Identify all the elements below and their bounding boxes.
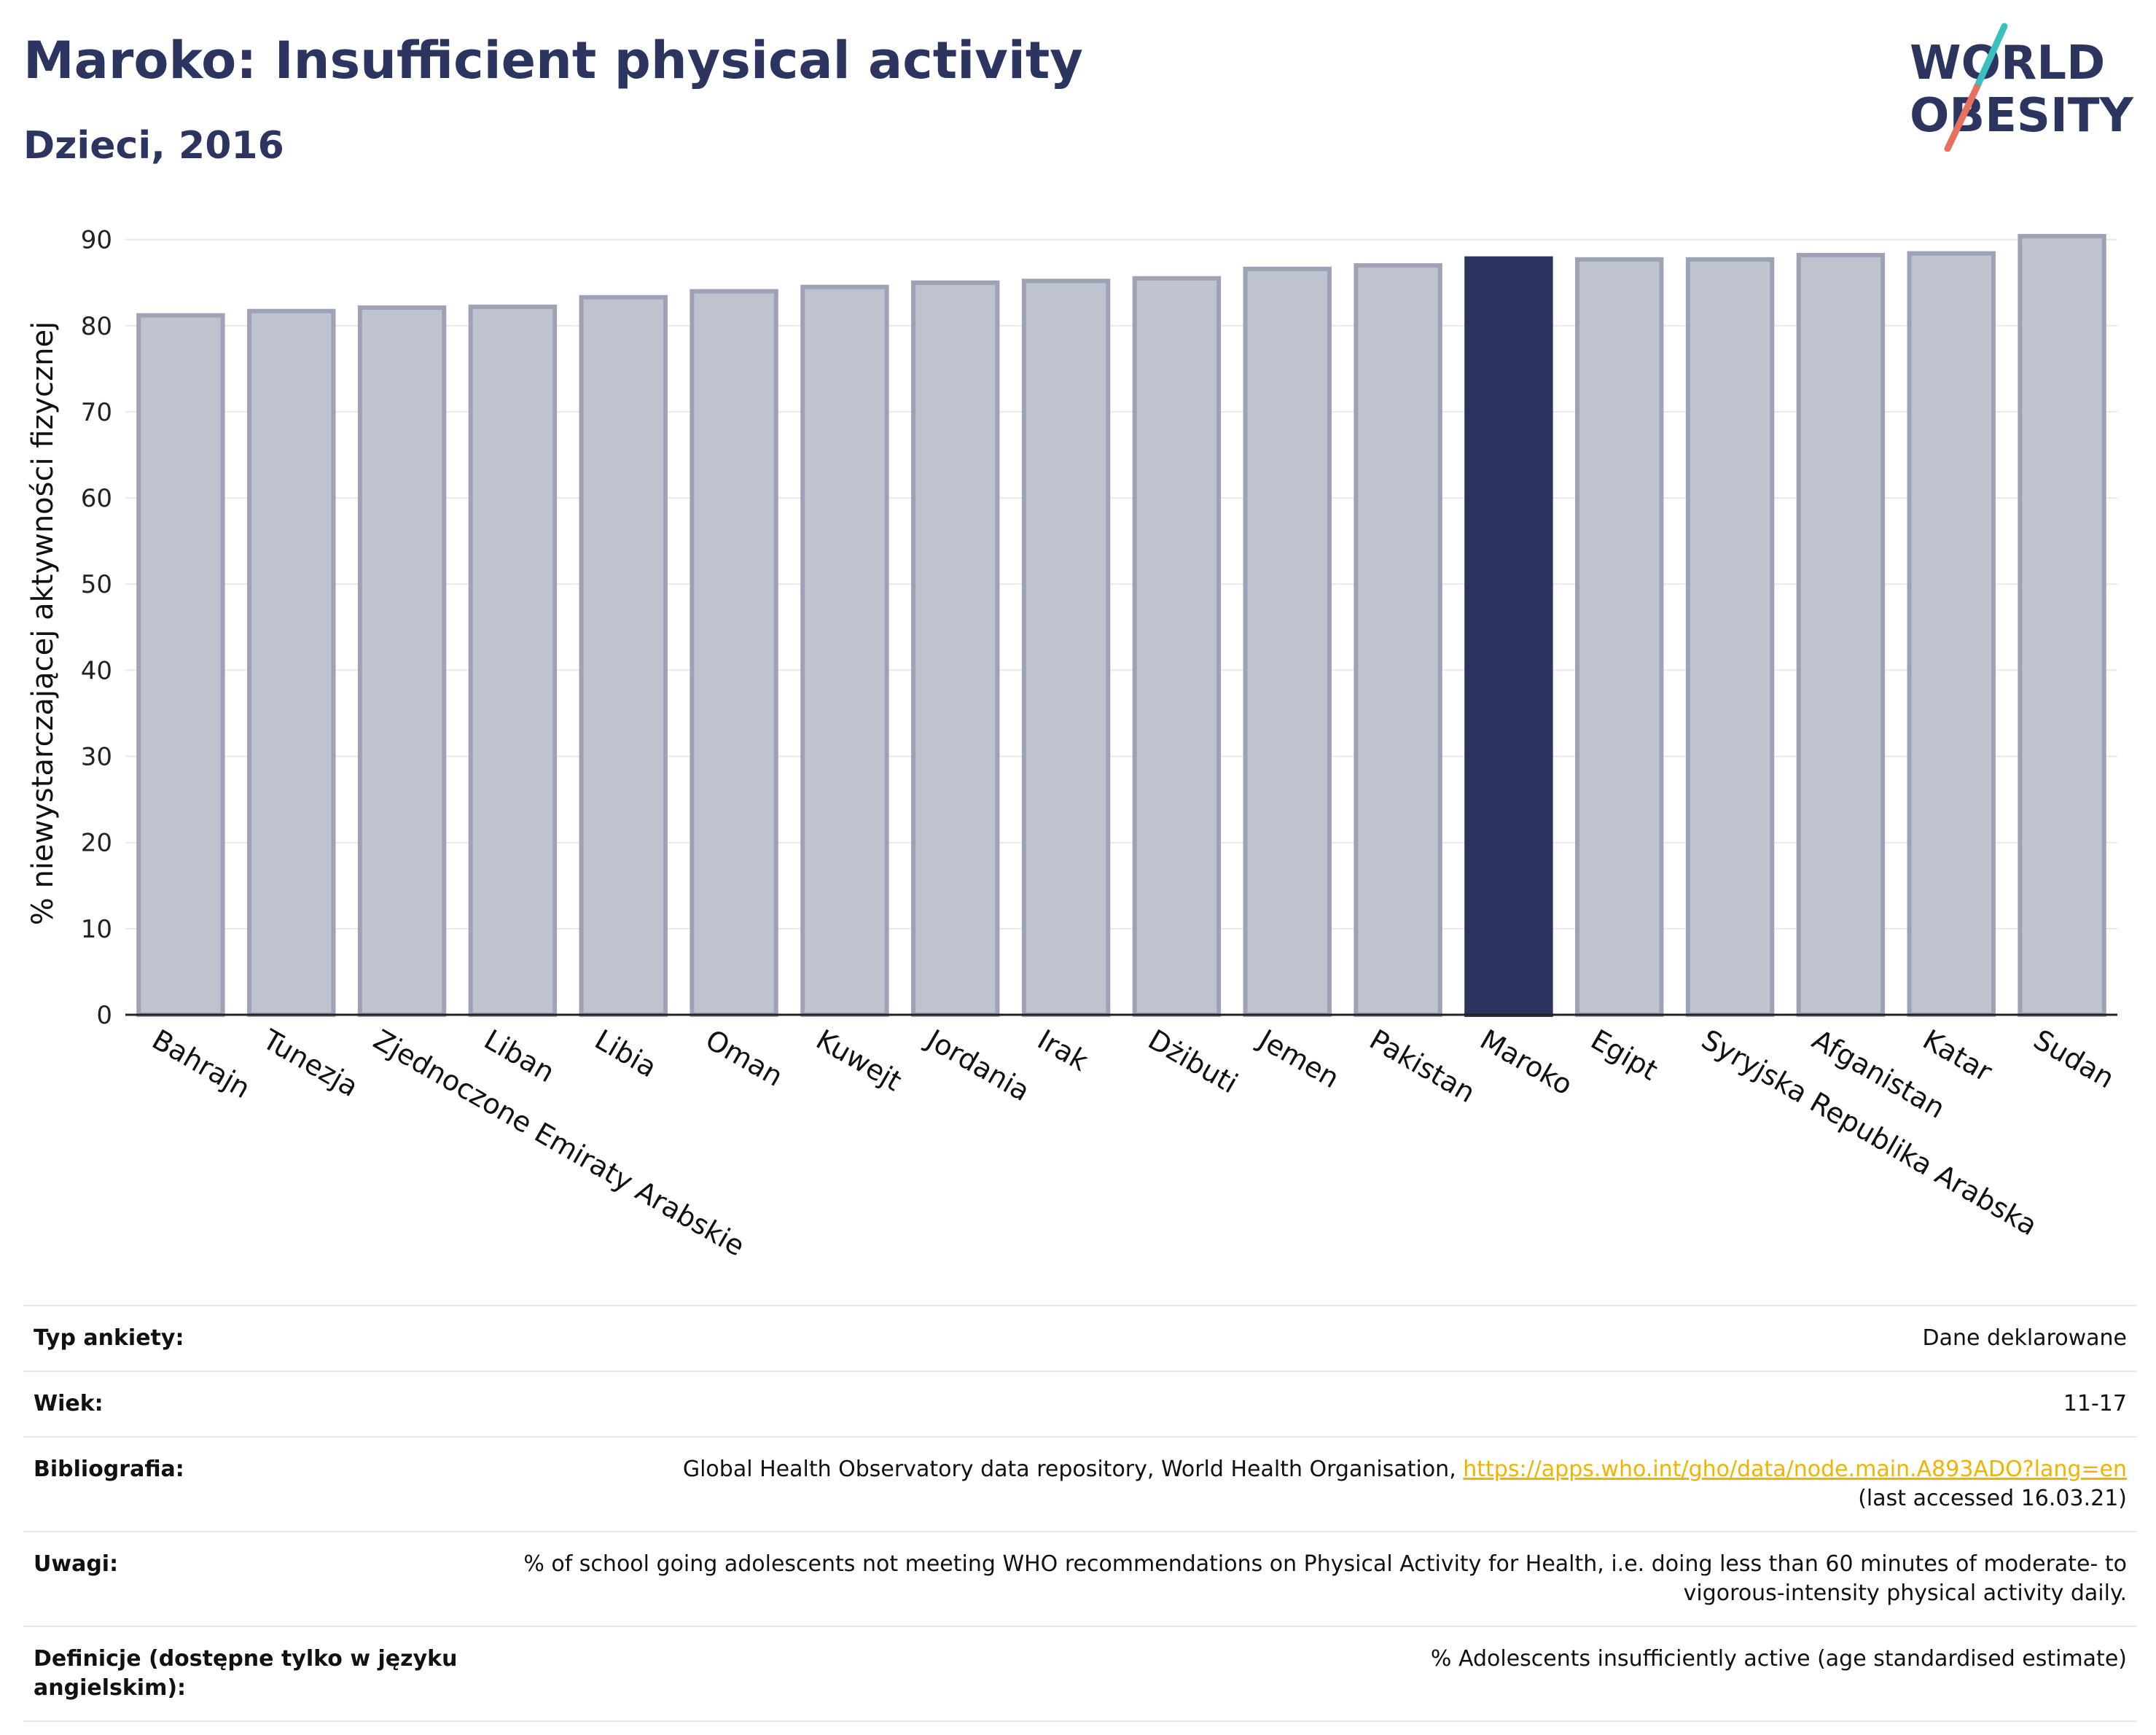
bar: [1021, 278, 1111, 1017]
info-label: Definicje (dostępne tylko w języku angie…: [23, 1626, 510, 1722]
x-tick-label: Liban: [479, 1024, 560, 1089]
bar: [800, 284, 889, 1017]
bar: [1354, 263, 1442, 1017]
bar: [1796, 252, 1886, 1017]
x-tick-label: Jemen: [1252, 1023, 1345, 1095]
x-tick-label: Sudan: [2028, 1024, 2120, 1095]
chart-subtitle: Dzieci, 2016: [23, 124, 284, 168]
info-row-bibliography: Bibliografia: Global Health Observatory …: [23, 1436, 2137, 1532]
bar: [2018, 233, 2106, 1017]
info-row-definitions: Definicje (dostępne tylko w języku angie…: [23, 1626, 2137, 1722]
bar: [1464, 256, 1553, 1017]
bar: [911, 280, 1000, 1017]
y-tick-label: 70: [81, 398, 112, 427]
info-value: % Adolescents insufficiently active (age…: [510, 1626, 2137, 1722]
x-tick-label: Pakistan: [1364, 1024, 1481, 1110]
x-tick-label: Maroko: [1475, 1024, 1578, 1102]
bar: [1243, 266, 1332, 1017]
bar-chart: 0 10 20 30 40 50 60 70 80 90 Bahrajn Tunezja Zjednoc…: [26, 226, 2120, 1263]
info-value: 11-17: [510, 1371, 2137, 1438]
info-label: Typ ankiety:: [23, 1305, 510, 1372]
info-label: Wiek:: [23, 1371, 510, 1438]
logo-slash-teal: [1973, 23, 2008, 91]
x-tick-label: Katar: [1918, 1024, 1998, 1088]
x-tick-label: Bahrajn: [147, 1024, 255, 1105]
y-tick-label: 0: [96, 1001, 112, 1030]
x-tick-label: Zjednoczone Emiraty Arabskie: [368, 1024, 750, 1263]
bar: [579, 295, 668, 1018]
x-tick-label: Egipt: [1585, 1024, 1663, 1087]
y-tick-label: 50: [81, 570, 112, 599]
y-tick-label: 10: [81, 915, 112, 944]
bar: [357, 305, 447, 1018]
y-tick-label: 30: [81, 743, 112, 772]
info-row-survey-type: Typ ankiety: Dane deklarowane: [23, 1305, 2137, 1372]
bar: [1907, 251, 1996, 1017]
y-tick-label: 80: [81, 312, 112, 341]
bar: [136, 313, 225, 1018]
info-row-age: Wiek: 11-17: [23, 1371, 2137, 1438]
x-tick-label: Oman: [700, 1024, 789, 1093]
bar: [468, 304, 558, 1018]
bibliography-link[interactable]: https://apps.who.int/gho/data/node.main.…: [1463, 1457, 2127, 1482]
bar: [1685, 257, 1775, 1017]
info-value: % of school going adolescents not meetin…: [510, 1531, 2137, 1627]
info-label: Uwagi:: [23, 1531, 510, 1627]
y-tick-label: 60: [81, 484, 112, 513]
bar: [690, 289, 778, 1017]
logo-line2: OBESITY: [1910, 89, 2133, 143]
logo-slash-coral: [1944, 84, 1980, 152]
x-tick-label: Jordania: [921, 1023, 1036, 1107]
x-tick-label: Irak: [1032, 1024, 1093, 1077]
x-tick-label: Libia: [590, 1024, 663, 1084]
bibliography-accessed: (last accessed 16.03.21): [1858, 1486, 2127, 1511]
logo-line1: WORLD: [1910, 36, 2105, 90]
y-tick-label: 20: [81, 829, 112, 858]
bibliography-text: Global Health Observatory data repositor…: [682, 1457, 1464, 1482]
chart-title: Maroko: Insufficient physical activity: [23, 31, 1083, 90]
bar: [1132, 276, 1222, 1017]
y-axis-label: % niewystarczającej aktywności fizycznej: [26, 321, 60, 926]
info-value: Dane deklarowane: [510, 1305, 2137, 1372]
world-obesity-logo: WORLD OBESITY: [1910, 23, 2133, 152]
y-tick-label: 90: [81, 226, 112, 255]
info-table: Typ ankiety: Dane deklarowane Wiek: 11-1…: [23, 1305, 2137, 1722]
info-row-notes: Uwagi: % of school going adolescents not…: [23, 1531, 2137, 1627]
info-label: Bibliografia:: [23, 1436, 510, 1532]
bar: [1575, 257, 1664, 1017]
x-tick-label: Dżibuti: [1143, 1024, 1243, 1100]
x-tick-label: Kuwejt: [811, 1024, 907, 1098]
bar: [247, 308, 336, 1018]
y-tick-label: 40: [81, 656, 112, 685]
x-tick-label: Tunezja: [257, 1023, 364, 1103]
info-value-bibliography: Global Health Observatory data repositor…: [510, 1436, 2137, 1532]
